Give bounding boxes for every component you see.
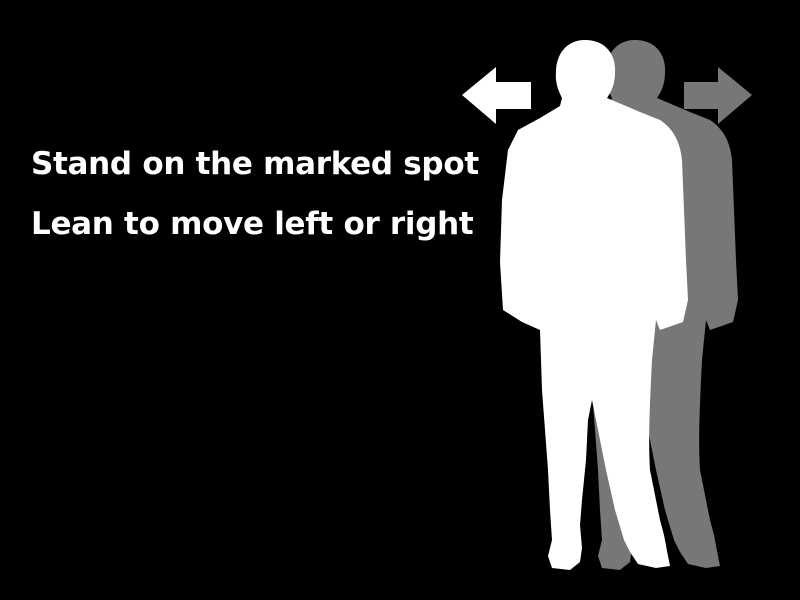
instruction-stand-text: Stand on the marked spot <box>31 146 479 182</box>
arrow-right-icon <box>684 67 752 124</box>
person-silhouette <box>500 40 688 570</box>
arrow-left-icon <box>462 67 531 124</box>
instruction-lean-text: Lean to move left or right <box>31 206 474 242</box>
